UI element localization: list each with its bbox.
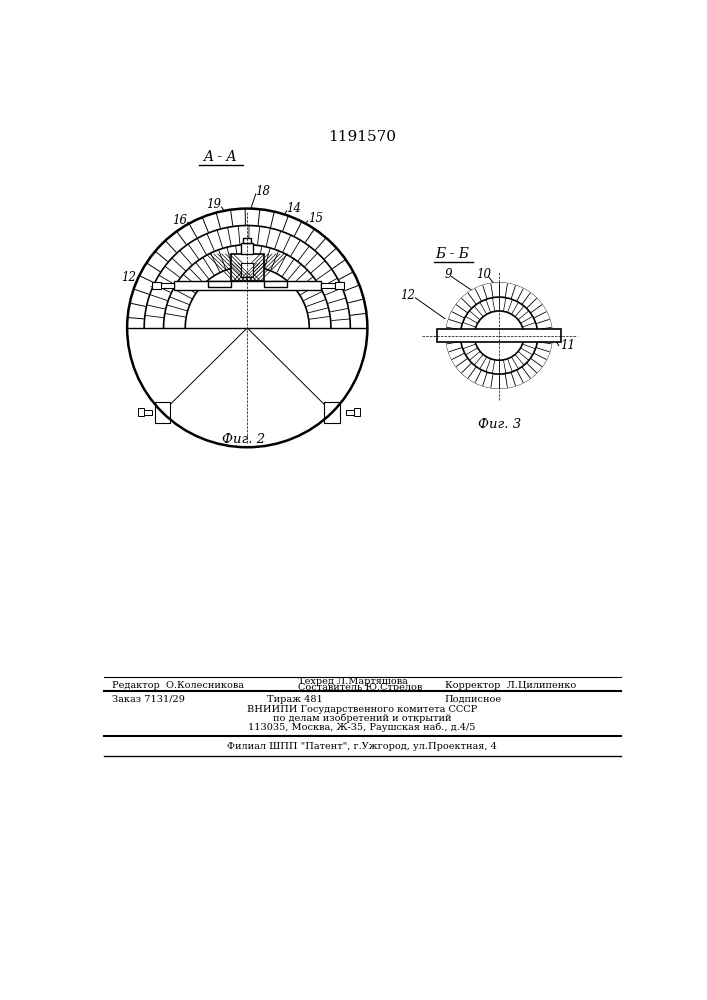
Text: Подписное: Подписное: [445, 695, 502, 704]
Bar: [241, 243, 253, 254]
Text: Б - Б: Б - Б: [436, 247, 469, 261]
Text: Корректор  Л.Цилипенко: Корректор Л.Цилипенко: [445, 681, 576, 690]
Text: ВНИИПИ Государственного комитета СССР: ВНИИПИ Государственного комитета СССР: [247, 705, 477, 714]
Bar: [152, 282, 161, 289]
Text: Фиг. 3: Фиг. 3: [477, 418, 520, 431]
Bar: [208, 281, 231, 287]
Text: Техред Л.Мартяшова: Техред Л.Мартяшова: [298, 677, 407, 686]
Polygon shape: [144, 226, 351, 328]
Text: 19: 19: [206, 198, 221, 211]
Bar: [321, 283, 335, 288]
Text: 15: 15: [308, 212, 323, 225]
Circle shape: [460, 297, 538, 374]
Bar: [155, 402, 170, 423]
Bar: [160, 283, 174, 288]
Text: 9: 9: [445, 267, 452, 280]
Bar: [335, 282, 344, 289]
Bar: [437, 329, 561, 342]
Bar: [354, 408, 360, 416]
Bar: [243, 238, 251, 243]
Text: Тираж 481: Тираж 481: [267, 695, 322, 704]
Bar: [346, 410, 354, 415]
Text: Филиал ШПП "Патент", г.Ужгород, ул.Проектная, 4: Филиал ШПП "Патент", г.Ужгород, ул.Проек…: [227, 742, 497, 751]
Text: Составитель Ю.Стрелов: Составитель Ю.Стрелов: [298, 683, 422, 692]
Bar: [174, 281, 321, 290]
Circle shape: [474, 311, 524, 360]
Text: 16: 16: [173, 214, 187, 227]
Text: по делам изобретений и открытий: по делам изобретений и открытий: [273, 713, 451, 723]
Text: A - A: A - A: [204, 150, 237, 164]
Bar: [325, 402, 340, 423]
Text: 113035, Москва, Ж-35, Раушская наб., д.4/5: 113035, Москва, Ж-35, Раушская наб., д.4…: [248, 722, 476, 732]
Text: 18: 18: [255, 185, 270, 198]
Bar: [144, 410, 152, 415]
Text: Фиг. 2: Фиг. 2: [222, 433, 265, 446]
Text: 12: 12: [121, 271, 136, 284]
Text: 14: 14: [286, 202, 301, 215]
Polygon shape: [446, 283, 552, 388]
Bar: [264, 281, 287, 287]
Polygon shape: [127, 209, 368, 328]
Text: 12: 12: [400, 289, 415, 302]
Text: 10: 10: [476, 267, 491, 280]
Text: 1191570: 1191570: [328, 130, 396, 144]
Bar: [231, 254, 264, 281]
Bar: [137, 408, 144, 416]
Text: 11: 11: [560, 339, 575, 352]
Polygon shape: [185, 266, 309, 328]
Text: Редактор  О.Колесникова: Редактор О.Колесникова: [112, 681, 244, 690]
Polygon shape: [163, 245, 331, 328]
Bar: [241, 263, 253, 277]
Text: Заказ 7131/29: Заказ 7131/29: [112, 695, 185, 704]
Circle shape: [446, 283, 552, 388]
